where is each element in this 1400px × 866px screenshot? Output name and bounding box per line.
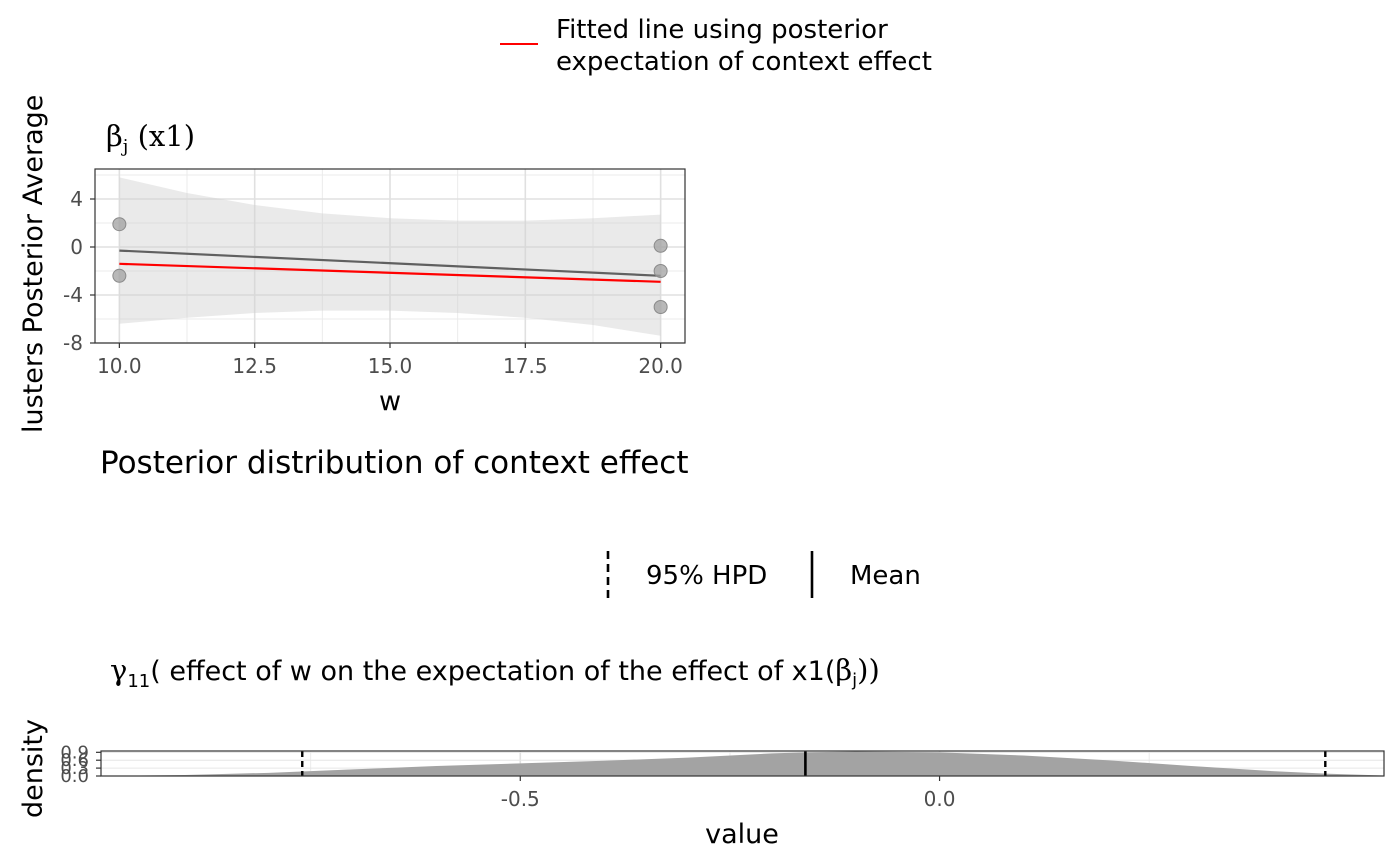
panel1-scatter-plot: 10.0 12.5 15.0 17.5 20.0 4 0 -4 -8 [63,168,686,378]
panel1-x-tick-label: 15.0 [368,354,413,378]
panel1-x-tick-label: 10.0 [97,354,142,378]
panel1-y-tick-label: 4 [70,187,83,211]
panel1-x-tick-label: 17.5 [503,354,548,378]
panel1-fitted-line [119,262,661,283]
legend-fitted-label-line1: Fitted line using posterior [556,15,888,45]
mid-legend: 95% HPD Mean [606,551,921,598]
panel1-point [653,238,668,253]
panel2-title-beta: β [835,653,852,687]
panel1-title-symbol: β [106,119,123,153]
panel2-x-axis-label: value [705,819,779,850]
panel1-points [112,217,668,314]
panel1-y-ticks: 4 0 -4 -8 [63,187,95,355]
panel1-x-tick-label: 20.0 [638,354,683,378]
panel2-density-area [101,751,1384,776]
panel1-y-tick-label: 0 [70,235,83,259]
panel1-confidence-band [119,177,661,336]
outer-y-axis-label: lusters Posterior Average [18,95,49,433]
panel1-x-ticks: 10.0 12.5 15.0 17.5 20.0 [97,343,683,378]
panel1-point [112,268,127,283]
section-title: Posterior distribution of context effect [100,445,689,481]
legend-hpd-label: 95% HPD [646,561,767,591]
panel2-title-symbol: γ [110,653,127,687]
panel1-title-subscript: j [121,136,129,157]
panel2-reference-lines [301,751,1327,776]
panel2-y-ticks: 0.90.60.30.0 [60,742,101,787]
legend-fitted-label-line2: expectation of context effect [556,47,932,77]
panel1-point [112,217,127,232]
panel1-regression-line [119,249,661,277]
panel2-x-tick-label: 0.0 [924,787,956,811]
panel2-title-close: )) [857,653,880,687]
panel2-title-beta-subscript: j [851,670,857,691]
panel1-y-tick-label: -4 [63,283,83,307]
panel1-point [653,300,668,314]
panel2-y-tick-label: 0.6 [60,750,89,771]
panel2-y-tick-label: 0.3 [60,758,89,779]
panel2-y-axis-label: density [18,719,49,818]
panel2-title: γ11( effect of w on the expectation of t… [110,653,880,692]
legend-mean-label: Mean [850,561,921,591]
panel2-border [100,750,1385,777]
panel1-x-tick-label: 12.5 [232,354,277,378]
panel2-y-tick-label: 0.0 [60,766,89,787]
panel2-x-tick-label: -0.5 [501,787,540,811]
top-legend: Fitted line using posterior expectation … [500,15,932,77]
panel1-y-tick-label: -8 [63,331,83,355]
panel1-point [653,264,668,278]
panel2-title-subscript: 11 [127,671,150,692]
panel2-y-tick-label: 0.9 [60,742,89,763]
panel2-x-ticks: -0.5 0.0 [501,776,956,811]
panel1-title-rest: (x1) [128,119,195,153]
panel1-x-axis-label: w [379,386,401,417]
panel1-title: βj (x1) [106,119,195,157]
panel2-title-text: ( effect of w on the expectation of the … [150,656,835,687]
panel2-density-plot: -0.5 0.0 0.90.60.30.0 [60,742,1385,811]
